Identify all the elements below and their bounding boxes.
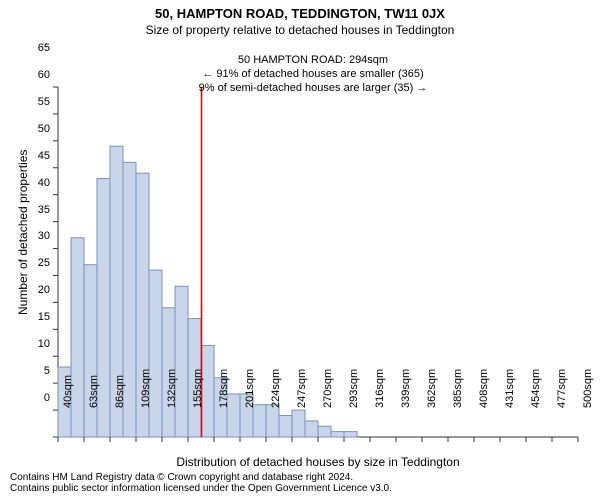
annotation-line-3: 9% of semi-detached houses are larger (3… [148,82,478,96]
x-tick-label: 270sqm [322,369,334,408]
x-tick-label: 109sqm [140,369,152,408]
y-tick-label: 10 [38,338,50,350]
histogram-chart [0,37,600,500]
y-tick-label: 30 [38,230,50,242]
x-tick-label: 132sqm [166,369,178,408]
annotation-line-2: ← 91% of detached houses are smaller (36… [148,68,478,82]
y-axis-label: Number of detached properties [16,150,30,315]
x-tick-label: 454sqm [530,369,542,408]
y-tick-label: 20 [38,284,50,296]
x-tick-label: 339sqm [400,369,412,408]
x-tick-label: 155sqm [192,369,204,408]
footer-attribution: Contains HM Land Registry data © Crown c… [0,472,600,494]
y-tick-label: 25 [38,257,50,269]
x-tick-label: 40sqm [62,375,74,408]
page-subtitle: Size of property relative to detached ho… [0,23,600,37]
chart-annotation: 50 HAMPTON ROAD: 294sqm ← 91% of detache… [148,54,478,95]
y-tick-label: 35 [38,204,50,216]
annotation-line-1: 50 HAMPTON ROAD: 294sqm [148,54,478,68]
x-tick-label: 293sqm [348,369,360,408]
y-tick-label: 50 [38,123,50,135]
x-tick-label: 385sqm [452,369,464,408]
x-tick-label: 247sqm [296,369,308,408]
x-tick-label: 224sqm [270,369,282,408]
x-tick-label: 500sqm [582,369,594,408]
y-tick-label: 65 [38,42,50,54]
y-tick-label: 15 [38,311,50,323]
x-tick-label: 178sqm [218,369,230,408]
y-tick-label: 60 [38,69,50,81]
x-tick-label: 477sqm [556,369,568,408]
y-tick-label: 0 [44,392,50,404]
y-tick-label: 5 [44,365,50,377]
x-tick-label: 316sqm [374,369,386,408]
y-tick-label: 55 [38,96,50,108]
x-tick-label: 63sqm [88,375,100,408]
page-title: 50, HAMPTON ROAD, TEDDINGTON, TW11 0JX [0,6,600,21]
y-tick-label: 45 [38,150,50,162]
x-axis-label: Distribution of detached houses by size … [58,455,578,469]
y-tick-label: 40 [38,177,50,189]
x-tick-label: 201sqm [244,369,256,408]
x-tick-label: 431sqm [504,369,516,408]
x-tick-label: 408sqm [478,369,490,408]
x-tick-label: 86sqm [114,375,126,408]
x-tick-label: 362sqm [426,369,438,408]
